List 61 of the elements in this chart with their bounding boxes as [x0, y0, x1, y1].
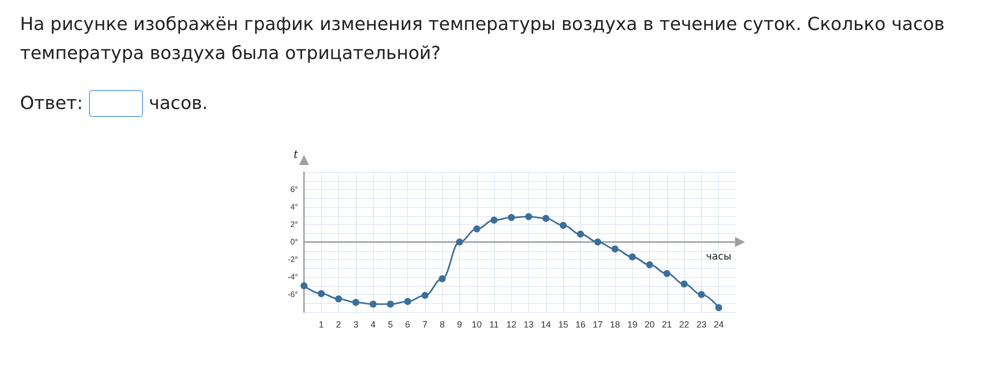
- text: часов.: [148, 93, 208, 114]
- text: Ответ:: [20, 93, 83, 114]
- x-tick-label: 15: [558, 320, 568, 330]
- point: [318, 290, 325, 298]
- x-tick-label: 22: [679, 320, 690, 330]
- point: [386, 300, 394, 308]
- x-tick-label: 2: [336, 320, 342, 330]
- x-tick-label: 19: [627, 320, 638, 330]
- chart-title: На рисунке изображён график изменения температуры воздуха в течение суток. Сколько часов температура воздуха была отрицательной?: [20, 13, 946, 66]
- point: [680, 280, 688, 288]
- x-axis-title: часы: [706, 252, 732, 262]
- y-tick-label: 4°: [290, 202, 298, 212]
- x-tick-label: 14: [540, 320, 551, 330]
- x-tick-label: 10: [472, 320, 482, 330]
- y-tick-label: 6°: [290, 185, 298, 194]
- point: [473, 225, 480, 232]
- point: [663, 270, 670, 277]
- x-tick-label: 8: [440, 320, 445, 330]
- x-tick-label: 13: [524, 320, 534, 330]
- x-tick-label: 4: [370, 320, 376, 330]
- point: [456, 238, 464, 246]
- x-tick-label: 17: [592, 320, 603, 330]
- x-tick-label: 5: [388, 320, 393, 330]
- x-tick-label: 24: [714, 320, 724, 330]
- point: [628, 253, 636, 260]
- x-tick-label: 11: [489, 320, 499, 330]
- point: [490, 216, 498, 224]
- y-tick-label: -6°: [288, 290, 298, 299]
- y-tick-label: -2°: [288, 255, 298, 264]
- point: [698, 291, 705, 298]
- point: [612, 246, 619, 252]
- point: [594, 238, 602, 246]
- point: [525, 213, 532, 220]
- x-tick-label: 3: [353, 320, 358, 330]
- point: [300, 282, 308, 290]
- point: [508, 214, 515, 221]
- x-tick-label: 9: [457, 320, 462, 330]
- x-tick-label: 16: [575, 320, 586, 330]
- point: [421, 292, 428, 299]
- point: [335, 295, 342, 302]
- x-tick-label: 18: [610, 320, 620, 330]
- y-tick-label: 2°: [290, 220, 298, 229]
- point: [542, 214, 550, 222]
- x-tick-label: 6: [405, 320, 410, 330]
- x-tick-label: 1: [318, 320, 324, 330]
- y-axis-title: t: [294, 148, 299, 161]
- x-tick-label: 21: [662, 320, 672, 330]
- point: [646, 261, 654, 268]
- y-tick-label: -4°: [288, 272, 298, 282]
- x-tick-label: 7: [422, 320, 428, 330]
- point: [560, 222, 567, 229]
- point: [404, 298, 412, 305]
- point: [576, 230, 584, 238]
- x-tick-label: 20: [644, 320, 655, 330]
- point: [715, 304, 722, 312]
- x-tick-label: 23: [696, 320, 706, 330]
- y-tick-label: 0°: [290, 238, 298, 246]
- point: [352, 298, 360, 306]
- x-tick-label: 12: [506, 320, 516, 330]
- point: [370, 300, 377, 308]
- point: [438, 275, 446, 282]
